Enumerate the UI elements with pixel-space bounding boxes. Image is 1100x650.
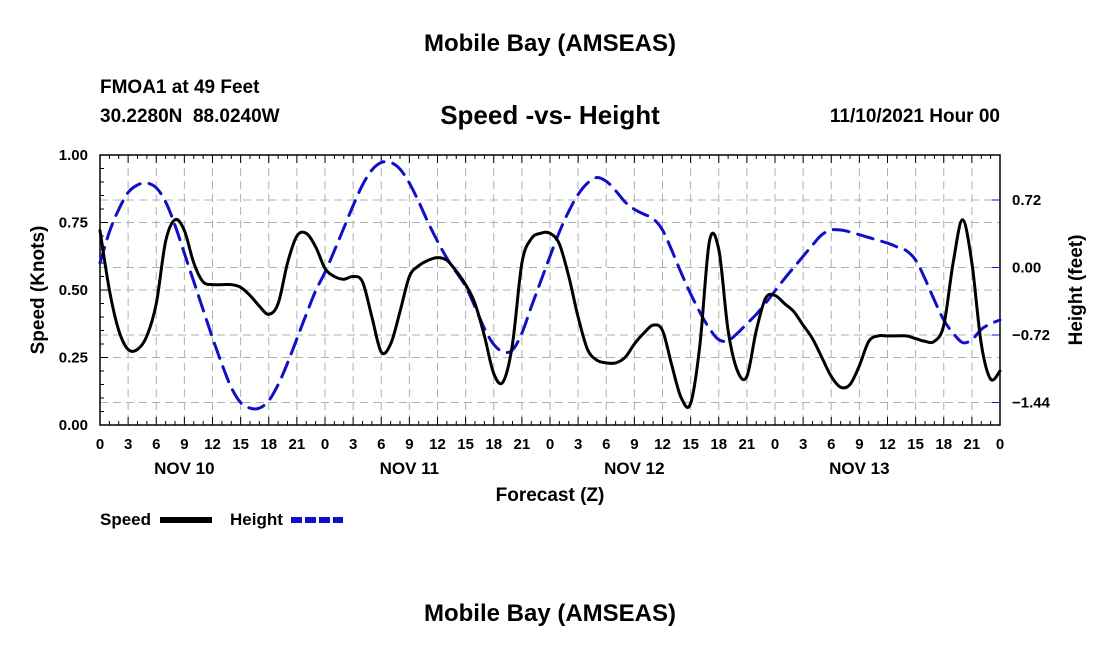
y-tick-label-left: 0.50 — [59, 282, 88, 299]
x-tick-label: 6 — [152, 436, 160, 453]
chart-title: Speed -vs- Height — [440, 100, 660, 130]
series-line-speed — [98, 217, 1002, 409]
x-tick-label: 21 — [514, 436, 531, 453]
x-tick-label: 3 — [124, 436, 132, 453]
y-tick-label-right: −0.72 — [1012, 327, 1050, 344]
x-tick-label: 18 — [485, 436, 502, 453]
y-tick-label-right: 0.72 — [1012, 192, 1041, 209]
x-tick-label: 12 — [204, 436, 221, 453]
legend-label-speed: Speed — [100, 510, 151, 529]
y-tick-label-left: 0.00 — [59, 417, 88, 434]
x-tick-label: 21 — [964, 436, 981, 453]
coordinates-label: 30.2280N 88.0240W — [100, 106, 280, 127]
y-tick-label-left: 0.25 — [59, 350, 88, 367]
x-tick-label: 21 — [739, 436, 756, 453]
x-tick-label: 0 — [546, 436, 554, 453]
page-title: Mobile Bay (AMSEAS) — [423, 30, 677, 57]
forecast-date: 11/10/2021 Hour 00 — [829, 106, 1000, 127]
x-tick-label: 9 — [180, 436, 188, 453]
x-tick-label: 0 — [996, 436, 1004, 453]
y-axis-label-right: Height (feet) — [1066, 235, 1087, 346]
x-axis-label: Forecast (Z) — [496, 485, 605, 506]
x-tick-label: 12 — [879, 436, 896, 453]
x-tick-label: 0 — [96, 436, 104, 453]
x-tick-label: 15 — [907, 436, 924, 453]
day-label: NOV 11 — [380, 459, 440, 478]
x-tick-label: 6 — [602, 436, 610, 453]
x-tick-label: 18 — [710, 436, 727, 453]
x-tick-label: 0 — [771, 436, 779, 453]
x-tick-label: 18 — [260, 436, 277, 453]
x-tick-label: 3 — [799, 436, 807, 453]
series-line-height — [98, 160, 1002, 411]
footer-title: Mobile Bay (AMSEAS) — [423, 600, 677, 627]
y-tick-label-right: −1.44 — [1012, 395, 1051, 412]
day-label: NOV 12 — [604, 459, 664, 478]
station-label: FMOA1 at 49 Feet — [100, 77, 260, 98]
legend-label-height: Height — [230, 510, 283, 529]
x-tick-label: 3 — [349, 436, 357, 453]
x-tick-label: 6 — [827, 436, 835, 453]
x-tick-label: 0 — [321, 436, 329, 453]
x-tick-label: 6 — [377, 436, 385, 453]
x-tick-label: 9 — [630, 436, 638, 453]
x-tick-label: 12 — [429, 436, 446, 453]
x-tick-label: 9 — [855, 436, 863, 453]
y-tick-label-left: 1.00 — [59, 147, 88, 164]
x-tick-label: 15 — [232, 436, 249, 453]
x-tick-label: 9 — [405, 436, 413, 453]
y-tick-label-left: 0.75 — [59, 215, 88, 232]
x-tick-label: 21 — [289, 436, 306, 453]
y-tick-label-right: 0.00 — [1012, 260, 1041, 277]
day-label: NOV 13 — [829, 459, 889, 478]
x-tick-label: 15 — [457, 436, 474, 453]
day-label: NOV 10 — [154, 459, 214, 478]
x-tick-label: 3 — [574, 436, 582, 453]
x-tick-label: 15 — [682, 436, 699, 453]
x-tick-label: 12 — [654, 436, 671, 453]
x-tick-label: 18 — [935, 436, 952, 453]
y-axis-label-left: Speed (Knots) — [28, 226, 49, 355]
